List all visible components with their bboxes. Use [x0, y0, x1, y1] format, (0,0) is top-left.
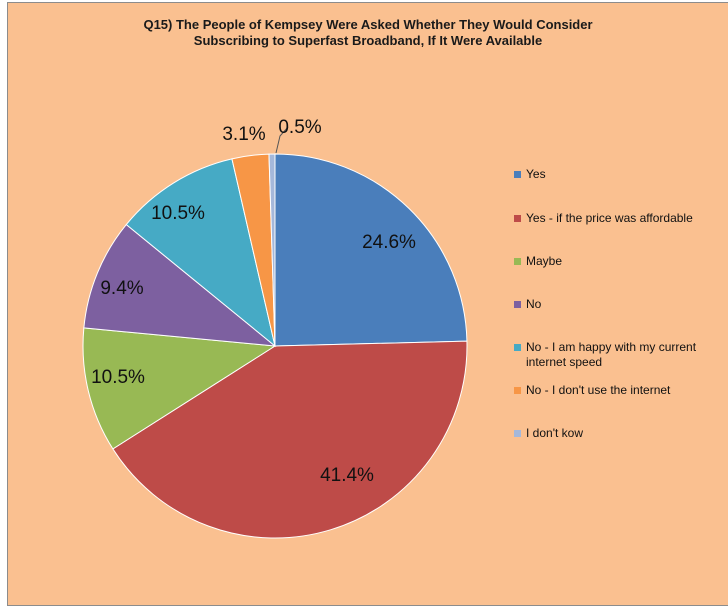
legend-swatch-6: [514, 387, 521, 394]
legend-swatch-2: [514, 215, 521, 222]
legend-label-5: No - I am happy with my current internet…: [526, 340, 697, 369]
legend-label-6: No - I don't use the internet: [526, 383, 671, 397]
legend-swatch-4: [514, 301, 521, 308]
pie-slice-3: [82, 327, 277, 450]
pie-slice-1: [274, 153, 468, 347]
legend-label-3: Maybe: [526, 254, 563, 268]
chart-area: Q15) The People of Kempsey Were Asked Wh…: [7, 2, 728, 606]
legend-swatch-3: [514, 258, 521, 265]
legend-swatch-5: [514, 344, 521, 351]
pie-slice-7: [268, 153, 276, 347]
pie-slice-4: [83, 223, 277, 347]
pie-slice-2: [112, 340, 468, 539]
legend-label-4: No: [526, 297, 542, 311]
legend-label-2: Yes - if the price was affordable: [526, 211, 693, 225]
data-label-4: 9.4%: [100, 278, 143, 299]
data-label-5: 10.5%: [151, 203, 205, 224]
data-label-3: 10.5%: [91, 367, 145, 388]
data-label-6: 3.1%: [222, 124, 265, 145]
chart-title: Q15) The People of Kempsey Were Asked Wh…: [143, 17, 593, 48]
data-label-1: 24.6%: [362, 232, 416, 253]
leader-line: [275, 126, 289, 154]
legend-label-7: I don't kow: [526, 426, 583, 440]
legend-label-1: Yes: [526, 167, 546, 181]
pie-chart: 24.6% 41.4% 10.5% 9.4% 10.5% 3.1% 0.5%: [82, 117, 468, 539]
data-label-2: 41.4%: [320, 465, 374, 486]
legend-swatch-7: [514, 430, 521, 437]
pie-slice-5: [125, 158, 276, 348]
data-label-7: 0.5%: [278, 117, 321, 138]
legend-swatch-1: [514, 171, 521, 178]
